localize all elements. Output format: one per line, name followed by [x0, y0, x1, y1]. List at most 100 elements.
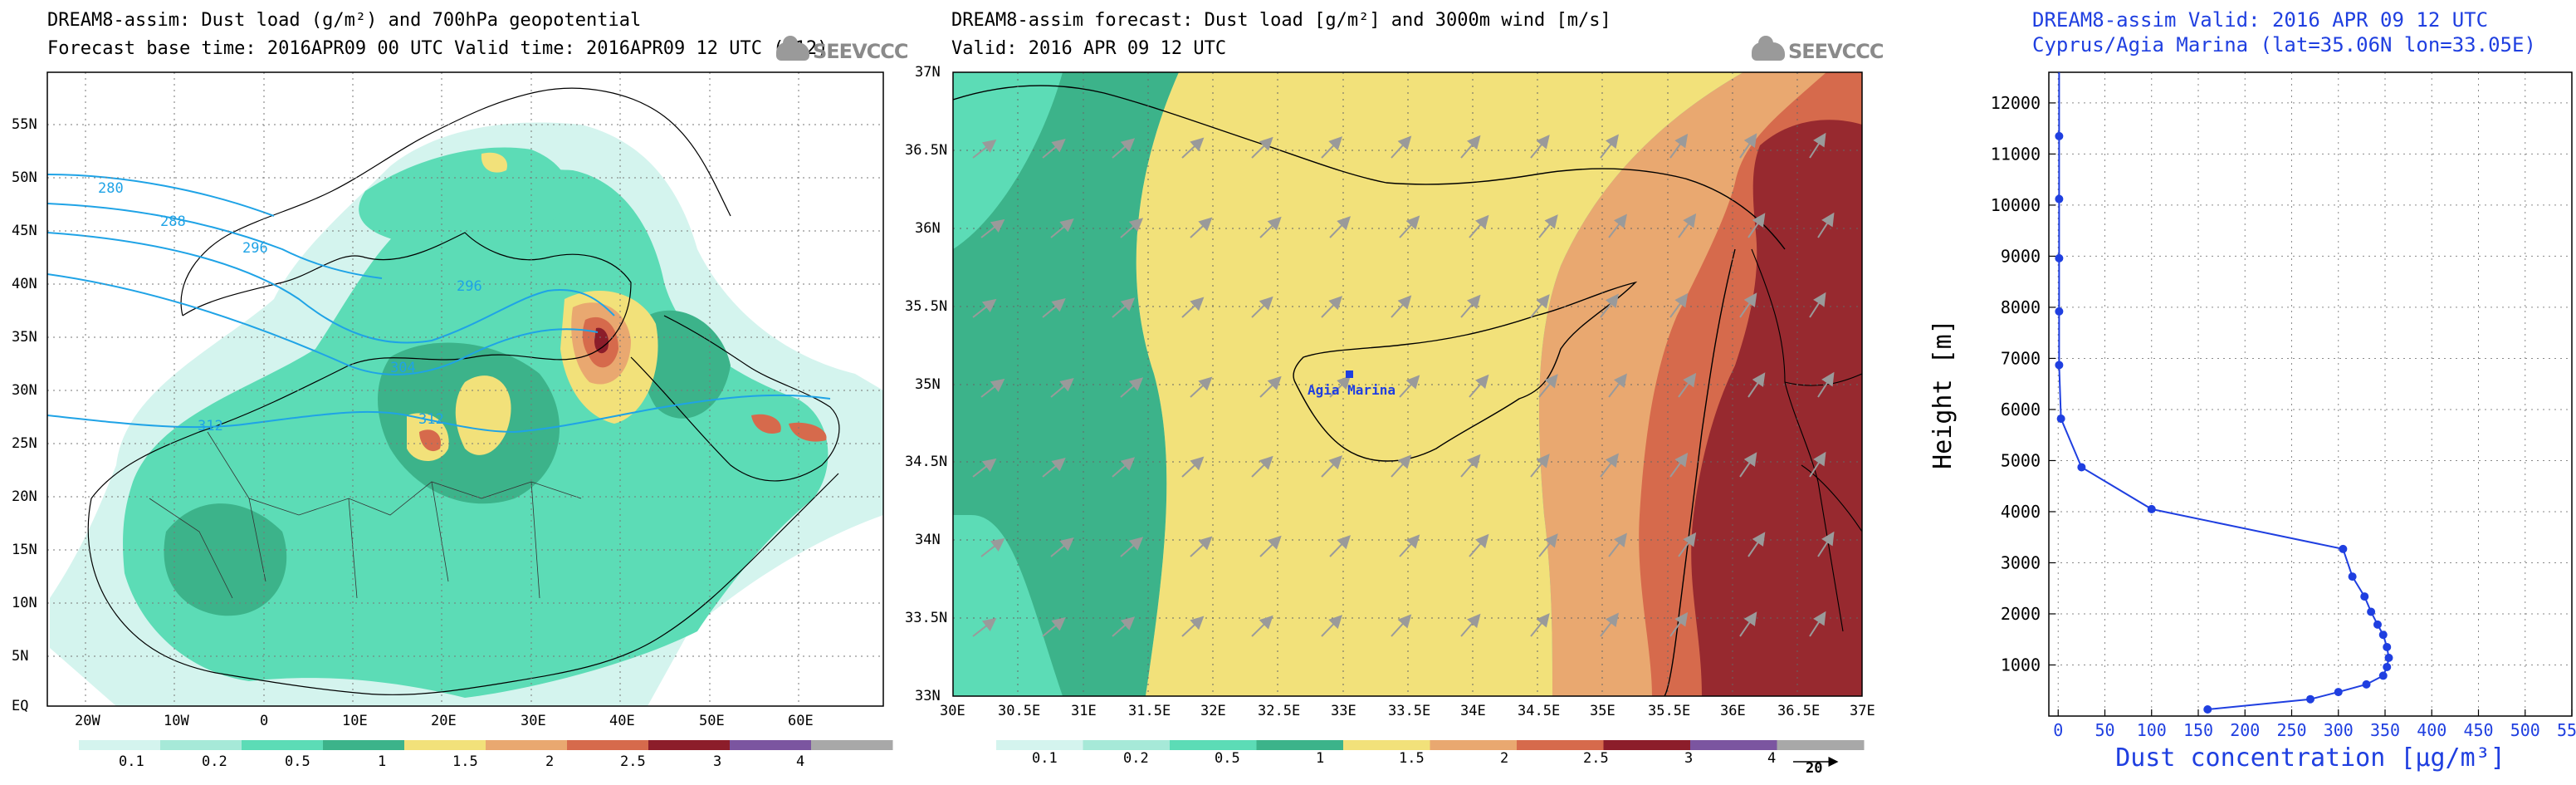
middle-title-line2: Valid: 2016 APR 09 12 UTC — [951, 38, 1227, 59]
colorbar-segment — [242, 740, 324, 750]
wind-arrow — [980, 537, 1005, 557]
mid-lat-34.5: 34.5N — [905, 454, 948, 470]
levant-coast — [1664, 248, 1736, 696]
wind-arrow — [1321, 615, 1343, 637]
colorbar-segment — [1170, 740, 1257, 750]
contour-288 — [47, 203, 383, 279]
middle-logo: SEEVCCC — [1752, 36, 1884, 63]
coastline-arabia — [630, 315, 840, 482]
mid-lat-33: 33N — [915, 688, 941, 704]
wind-arrow — [1120, 218, 1144, 238]
wind-arrow — [1747, 372, 1766, 398]
profile-point — [2077, 463, 2086, 472]
mid-lat-37: 37N — [915, 64, 941, 81]
wind-arrow — [1321, 136, 1343, 159]
colorbar-segment — [1603, 740, 1691, 750]
wind-arrow — [1678, 213, 1697, 238]
cloud-logo-icon — [776, 36, 809, 61]
profile-point — [2360, 592, 2369, 601]
left-lon-0: 0 — [260, 713, 269, 729]
colorbar-segment — [996, 740, 1083, 750]
dust-region-orange3 — [751, 414, 781, 434]
wind-arrow — [1190, 536, 1213, 557]
left-map-panel: DREAM8-assim: Dust load (g/m²) and 700hP… — [0, 0, 908, 785]
left-lon-30e: 30E — [521, 713, 546, 729]
wind-arrow — [1538, 533, 1558, 557]
wind-arrow — [1747, 532, 1766, 557]
left-cb-1.5: 1.5 — [452, 753, 478, 770]
colorbar-segment — [1517, 740, 1604, 750]
wind-arrow — [1050, 378, 1074, 398]
wind-arrow — [1042, 298, 1066, 318]
x-tick-label: 450 — [2463, 720, 2493, 740]
wind-arrow — [1391, 135, 1412, 159]
wind-arrow — [1678, 532, 1697, 557]
y-tick-label: 5000 — [2001, 450, 2041, 470]
x-tick-label: 350 — [2370, 720, 2400, 740]
wind-arrow — [1181, 456, 1205, 478]
left-cb-0.1: 0.1 — [119, 753, 144, 770]
profile-point — [2383, 642, 2392, 651]
plot-frame — [2048, 71, 2573, 717]
x-tick-label: 500 — [2510, 720, 2540, 740]
wind-arrow — [1809, 611, 1826, 637]
mid-lat-36: 36N — [915, 220, 941, 237]
left-lat-eq: EQ — [12, 698, 29, 714]
mid-cb-1: 1 — [1316, 750, 1325, 767]
wind-arrow — [1460, 454, 1481, 478]
left-logo-text: SEEVCCC — [813, 40, 908, 63]
left-lon-10e: 10E — [342, 713, 368, 729]
left-colorbar — [79, 740, 893, 750]
profile-point — [2147, 504, 2156, 513]
wind-arrow — [1460, 294, 1481, 318]
mid-lon-30: 30E — [940, 703, 965, 719]
left-lat-20: 20N — [12, 488, 37, 505]
wind-arrow — [1259, 535, 1282, 557]
mid-cb-1.5: 1.5 — [1399, 750, 1425, 767]
mid-lon-32.5: 32.5E — [1258, 703, 1301, 719]
y-tick-label: 11000 — [1991, 144, 2041, 164]
wind-arrow — [1460, 135, 1481, 159]
wind-arrow — [1669, 133, 1689, 159]
wind-arrow — [1809, 451, 1826, 478]
colorbar-segment — [811, 740, 893, 750]
wind-arrow — [980, 218, 1005, 238]
wind-arrow — [1391, 454, 1412, 478]
x-tick-label: 0 — [2053, 720, 2063, 740]
wind-arrow — [1608, 532, 1627, 557]
wind-arrow — [1469, 374, 1489, 398]
wind-arrow — [1329, 216, 1352, 238]
contour-296 — [47, 232, 615, 344]
wind-arrow — [972, 139, 997, 159]
wind-arrow — [1809, 132, 1826, 159]
wind-arrow — [1042, 617, 1066, 637]
y-tick-label: 9000 — [2001, 246, 2041, 266]
left-lat-30: 30N — [12, 382, 37, 399]
profile-point — [2055, 253, 2064, 262]
mid-cb-0.5: 0.5 — [1215, 750, 1240, 767]
middle-title-line1: DREAM8-assim forecast: Dust load [g/m²] … — [951, 10, 1611, 31]
y-tick-label: 1000 — [2001, 655, 2041, 675]
left-cb-4: 4 — [796, 753, 805, 770]
left-lat-35: 35N — [12, 329, 37, 346]
y-tick-label: 2000 — [2001, 604, 2041, 624]
wind-arrow — [1042, 458, 1066, 478]
mid-lon-34: 34E — [1460, 703, 1486, 719]
borders — [149, 431, 582, 599]
profile-point — [2055, 307, 2064, 316]
contour-label-296: 296 — [242, 240, 268, 257]
mid-cb-4: 4 — [1767, 750, 1777, 767]
wind-arrow — [1747, 213, 1766, 238]
colorbar-segment — [160, 740, 242, 750]
left-lon-10w: 10W — [164, 713, 189, 729]
middle-dust-map: Agia Marina — [952, 71, 1863, 697]
left-title-line2: Forecast base time: 2016APR09 00 UTC Val… — [47, 38, 829, 59]
profile-point — [2306, 694, 2314, 704]
wind-arrow — [1600, 293, 1619, 318]
wind-arrow — [1608, 213, 1627, 238]
wind-arrow — [1329, 375, 1352, 398]
mid-lon-35.5: 35.5E — [1648, 703, 1691, 719]
wind-arrow — [1120, 537, 1144, 557]
dust-region-yellow4 — [481, 152, 507, 173]
wind-arrow — [1739, 611, 1757, 637]
